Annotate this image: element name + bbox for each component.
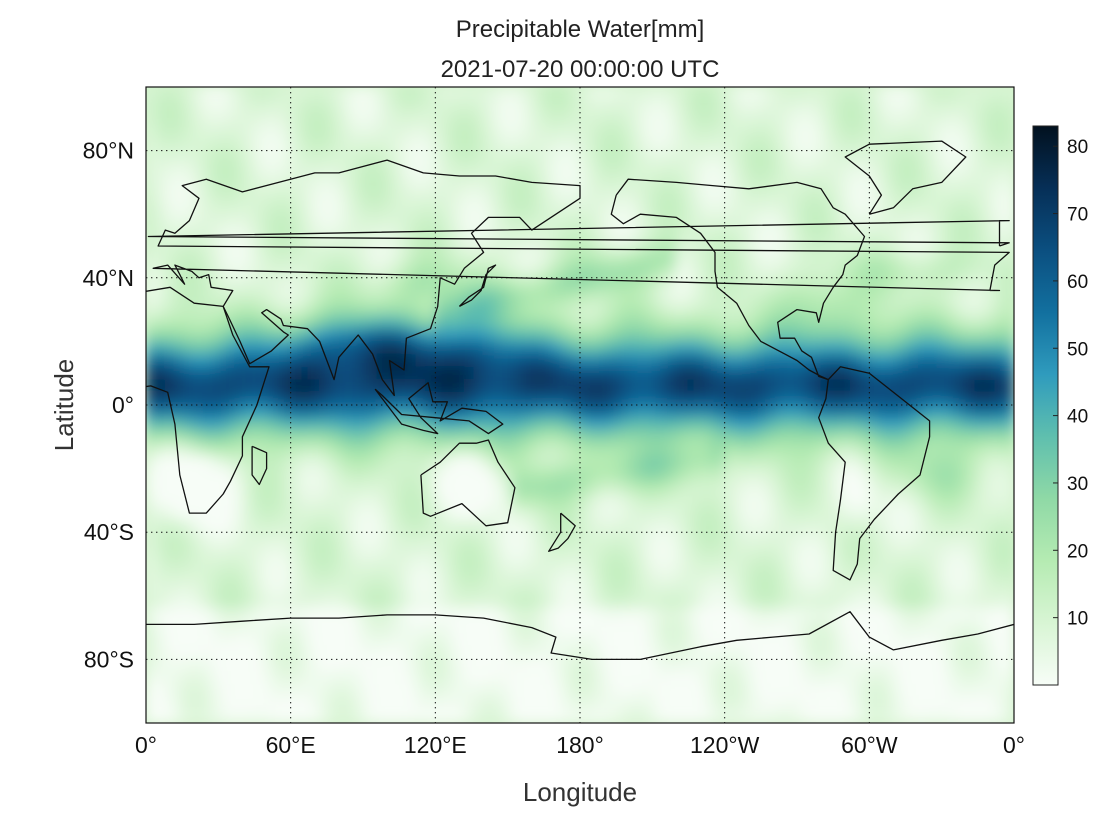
- y-tick-label: 80°S: [84, 646, 134, 672]
- chart-title: Precipitable Water[mm]: [456, 16, 705, 43]
- colorbar: 10 20 30 40 50 60 70 80: [1032, 125, 1088, 686]
- y-tick-label: 80°N: [83, 138, 134, 164]
- chart-subtitle: 2021-07-20 00:00:00 UTC: [441, 56, 720, 83]
- y-axis-label: Latitude: [49, 359, 79, 452]
- x-axis-ticks: 0° 60°E 120°E 180° 120°W 60°W 0°: [135, 732, 1025, 758]
- colorbar-scale: [1032, 125, 1059, 686]
- map-area: [146, 87, 1014, 723]
- colorbar-tick-label: 20: [1067, 541, 1088, 562]
- x-axis-label: Longitude: [523, 777, 637, 807]
- colorbar-tick-label: 40: [1067, 407, 1088, 428]
- colorbar-ticks: 10 20 30 40 50 60 70 80: [1053, 137, 1088, 630]
- x-tick-label: 120°W: [690, 732, 760, 758]
- coastline-eurasia: [152, 159, 1010, 397]
- y-tick-label: 0°: [112, 392, 134, 418]
- y-tick-label: 40°S: [84, 519, 134, 545]
- colorbar-tick-label: 50: [1067, 339, 1088, 360]
- coastline-new-zealand: [548, 512, 576, 552]
- coastline-north-america: [610, 178, 866, 381]
- gridlines: [146, 87, 1014, 723]
- coastline-madagascar: [251, 445, 268, 486]
- coastline-australia: [420, 439, 516, 527]
- y-tick-label: 40°N: [83, 265, 134, 291]
- precipitable-water-field: [146, 87, 1014, 723]
- plot-frame: [145, 86, 1015, 724]
- colorbar-tick-label: 30: [1067, 474, 1088, 495]
- x-tick-label: 0°: [1003, 732, 1025, 758]
- x-tick-label: 0°: [135, 732, 157, 758]
- colorbar-tick-label: 70: [1067, 205, 1088, 226]
- coastline-south-america: [818, 366, 931, 581]
- colorbar-tick-label: 80: [1067, 137, 1088, 158]
- colorbar-tick-label: 60: [1067, 272, 1088, 293]
- colorbar-tick-label: 10: [1067, 609, 1088, 630]
- coastline-indonesia: [374, 382, 504, 435]
- y-axis-ticks: 80°N 40°N 0° 40°S 80°S: [83, 138, 134, 673]
- coastline-british-isles: [147, 219, 1010, 247]
- coastline-greenland: [844, 140, 967, 215]
- x-tick-label: 180°: [556, 732, 604, 758]
- x-tick-label: 60°W: [841, 732, 898, 758]
- x-tick-label: 120°E: [404, 732, 467, 758]
- x-tick-label: 60°E: [266, 732, 316, 758]
- coastline-japan: [458, 264, 497, 307]
- coastline-africa: [146, 286, 270, 514]
